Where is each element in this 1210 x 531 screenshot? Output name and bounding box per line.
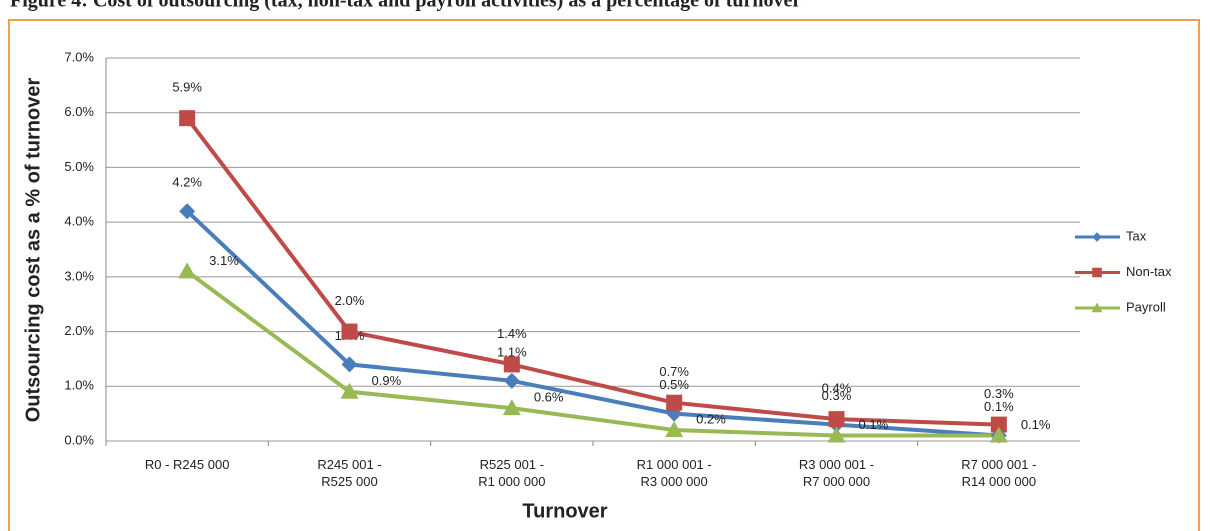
data-label: 0.9% <box>372 373 402 388</box>
legend-marker <box>1092 232 1102 242</box>
y-tick-label: 1.0% <box>64 378 94 393</box>
legend-marker <box>1092 267 1102 278</box>
marker <box>178 262 197 279</box>
y-axis-title: Outsourcing cost as a % of turnover <box>22 78 44 423</box>
legend-marker <box>1091 302 1103 313</box>
data-label: 0.3% <box>822 388 852 403</box>
y-tick-label: 6.0% <box>64 104 94 119</box>
data-label: 5.9% <box>172 80 202 95</box>
data-label: 0.6% <box>534 390 564 405</box>
marker <box>179 203 196 220</box>
marker <box>666 394 683 411</box>
y-tick-label: 0.0% <box>64 432 94 447</box>
marker <box>503 372 520 389</box>
marker <box>828 411 845 428</box>
marker <box>340 382 359 399</box>
x-tick-label: R0 - R245 000 <box>144 457 230 472</box>
data-label: 3.1% <box>209 253 239 268</box>
data-label: 0.3% <box>984 386 1014 401</box>
marker <box>341 356 358 373</box>
y-tick-label: 2.0% <box>64 323 94 338</box>
data-label: 0.1% <box>1021 417 1051 432</box>
marker <box>503 356 520 373</box>
x-tick-label: R245 001 - R525 000 <box>317 457 382 489</box>
data-label: 2.0% <box>335 293 365 308</box>
series-line <box>185 209 999 438</box>
marker <box>990 416 1007 433</box>
marker <box>179 110 196 127</box>
y-tick-label: 3.0% <box>64 268 94 283</box>
frame <box>8 19 1200 531</box>
series-line <box>185 269 999 438</box>
data-label: 0.4% <box>822 381 852 396</box>
marker <box>989 426 1008 443</box>
y-tick-label: 5.0% <box>64 159 94 174</box>
data-label: 0.7% <box>659 364 689 379</box>
y-tick-label: 7.0% <box>64 49 94 64</box>
x-tick-label: R3 000 001 - R7 000 000 <box>798 457 875 489</box>
chart-title: Figure 4: Cost of outsourcing (tax, non-… <box>10 0 801 12</box>
data-label: 0.2% <box>696 411 726 426</box>
marker <box>502 399 521 416</box>
legend-label: Payroll <box>1126 299 1166 314</box>
data-label: 1.4% <box>497 326 527 341</box>
marker <box>665 421 684 438</box>
x-tick-label: R525 001 - R1 000 000 <box>478 457 546 489</box>
series-line <box>185 116 999 427</box>
legend-label: Non-tax <box>1126 264 1172 279</box>
data-label: 0.5% <box>659 377 689 392</box>
x-tick-label: R1 000 001 - R3 000 000 <box>636 457 712 489</box>
x-axis-title: Turnover <box>522 500 607 522</box>
y-tick-label: 4.0% <box>64 214 94 229</box>
marker <box>341 323 358 340</box>
legend-label: Tax <box>1126 228 1147 243</box>
data-label: 0.1% <box>859 417 889 432</box>
data-label: 4.2% <box>172 175 202 190</box>
marker <box>827 426 846 443</box>
x-tick-label: R7 000 001 - R14 000 000 <box>961 457 1037 489</box>
data-label: 0.1% <box>984 399 1014 414</box>
data-label: 1.1% <box>497 344 527 359</box>
